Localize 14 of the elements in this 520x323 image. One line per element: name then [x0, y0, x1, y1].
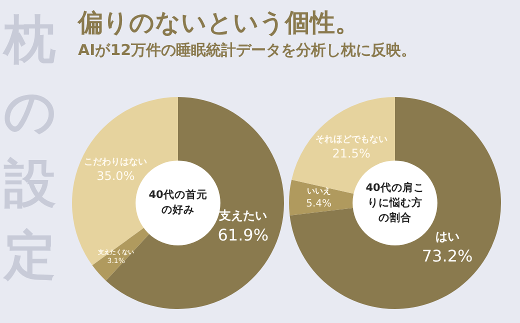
- data-label: 21.5%: [332, 146, 370, 160]
- slice-label: 支えたい: [218, 208, 268, 223]
- slice-label: それほどでもない: [315, 134, 388, 145]
- data-label: 61.9%: [218, 226, 269, 245]
- text: AIが12万件の睡眠統計データを分析し枕に反映。: [78, 41, 416, 59]
- data-label: 5.4%: [306, 198, 332, 210]
- data-label: 73.2%: [422, 246, 473, 266]
- slice-label: いいえ: [306, 186, 331, 196]
- slice-label: こだわりはない: [84, 158, 148, 168]
- text: 40代の肩こりに悩む方の割合: [364, 180, 426, 226]
- slice-label: はい: [435, 230, 460, 244]
- text: 偏りのないという個性。: [77, 8, 360, 37]
- text: 40代の首元の好み: [148, 188, 208, 218]
- data-label: 35.0%: [96, 169, 135, 184]
